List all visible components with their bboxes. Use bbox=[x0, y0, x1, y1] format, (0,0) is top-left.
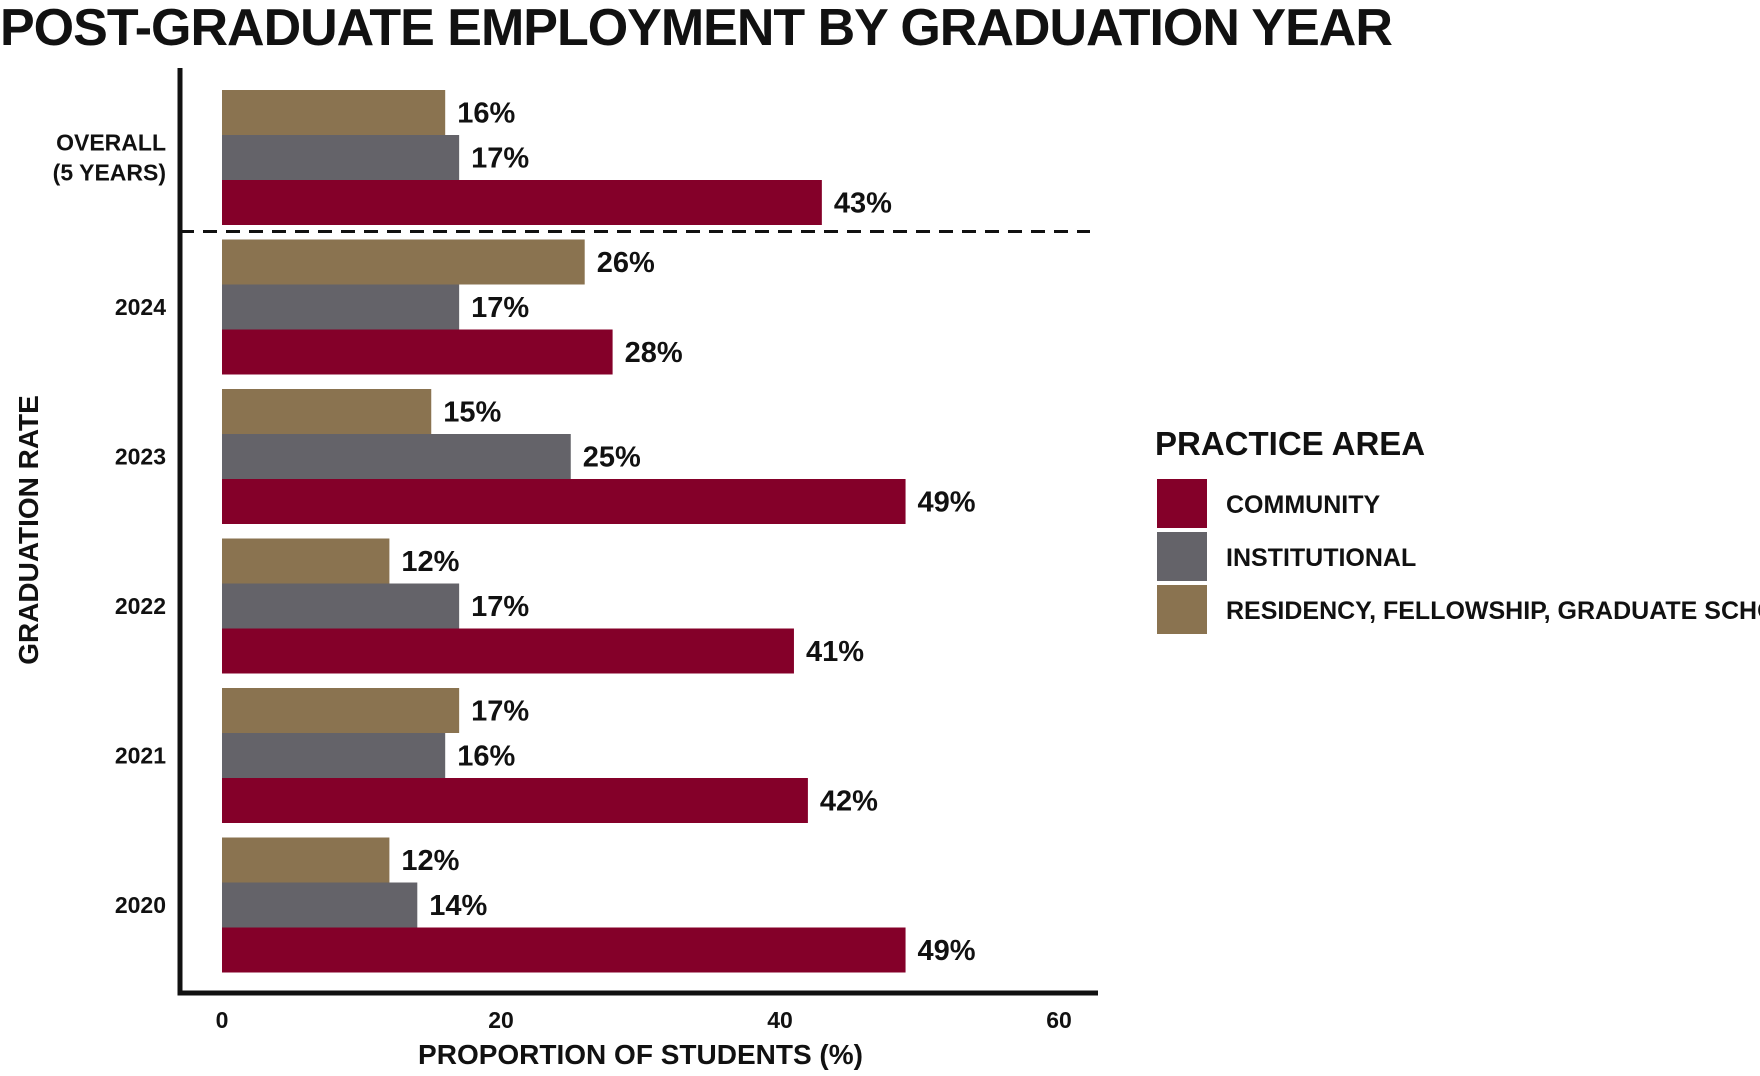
value-labels: 16% 17% 43% 26% 17% 28% 15% 25% 49% 12% 17% 41% 17% 1… bbox=[401, 98, 975, 968]
bar-residency-3 bbox=[222, 538, 390, 584]
x-tick-labels: 0 20 40 60 bbox=[216, 1007, 1072, 1033]
legend-swatch-community bbox=[1157, 479, 1207, 528]
bar-institutional-3 bbox=[222, 583, 460, 629]
category-label-4: 2021 bbox=[115, 743, 166, 769]
bar-institutional-0 bbox=[222, 135, 460, 180]
chart-title: POST-GRADUATE EMPLOYMENT BY GRADUATION Y… bbox=[0, 0, 1392, 57]
bar-residency-2 bbox=[222, 389, 432, 434]
x-tick-label-2: 40 bbox=[767, 1007, 793, 1033]
value-label-residency-3: 12% bbox=[401, 546, 459, 578]
category-labels: OVERALL (5 YEARS) 2024 2023 2022 2021 2020 bbox=[53, 130, 167, 919]
bar-institutional-4 bbox=[222, 733, 446, 778]
value-label-community-2: 49% bbox=[918, 487, 976, 519]
category-label-0: OVERALL (5 YEARS) bbox=[53, 130, 166, 186]
value-label-residency-5: 12% bbox=[401, 845, 459, 877]
bar-residency-1 bbox=[222, 239, 585, 285]
value-label-residency-4: 17% bbox=[471, 696, 529, 728]
value-label-community-3: 41% bbox=[806, 636, 864, 668]
legend-swatch-institutional bbox=[1157, 532, 1207, 581]
x-tick-label-3: 60 bbox=[1046, 1007, 1072, 1033]
value-label-community-0: 43% bbox=[834, 188, 892, 220]
bar-residency-0 bbox=[222, 90, 446, 135]
bar-institutional-5 bbox=[222, 882, 418, 928]
category-label-3: 2022 bbox=[115, 593, 166, 619]
bar-community-0 bbox=[222, 180, 822, 225]
x-tick-label-1: 20 bbox=[488, 1007, 514, 1033]
x-axis-title: PROPORTION OF STUDENTS (%) bbox=[418, 1039, 863, 1070]
legend-items: COMMUNITY INSTITUTIONAL RESIDENCY, FELLOWS… bbox=[1157, 479, 1760, 634]
category-label-2: 2023 bbox=[115, 444, 166, 470]
value-label-community-5: 49% bbox=[918, 935, 976, 967]
value-label-community-1: 28% bbox=[625, 337, 683, 369]
value-label-institutional-4: 16% bbox=[457, 741, 515, 773]
bars bbox=[222, 90, 906, 973]
value-label-institutional-1: 17% bbox=[471, 292, 529, 324]
bar-community-2 bbox=[222, 479, 906, 524]
x-tick-label-0: 0 bbox=[216, 1007, 229, 1033]
bar-community-5 bbox=[222, 927, 906, 973]
legend-title: PRACTICE AREA bbox=[1155, 425, 1425, 462]
bar-community-1 bbox=[222, 329, 613, 375]
bar-institutional-1 bbox=[222, 284, 460, 330]
legend-label-residency: RESIDENCY, FELLOWSHIP, GRADUATE SCHOOL bbox=[1226, 597, 1760, 625]
bar-community-3 bbox=[222, 628, 794, 674]
value-label-institutional-0: 17% bbox=[471, 143, 529, 175]
legend-swatch-residency bbox=[1157, 585, 1207, 634]
value-label-residency-0: 16% bbox=[457, 98, 515, 130]
bar-institutional-2 bbox=[222, 434, 571, 479]
legend-label-institutional: INSTITUTIONAL bbox=[1226, 544, 1416, 572]
bar-residency-5 bbox=[222, 837, 390, 883]
legend-label-community: COMMUNITY bbox=[1226, 491, 1380, 519]
legend: PRACTICE AREA COMMUNITY INSTITUTIONAL RESI… bbox=[1155, 425, 1760, 634]
bar-residency-4 bbox=[222, 688, 460, 733]
value-label-institutional-5: 14% bbox=[429, 890, 487, 922]
bar-community-4 bbox=[222, 778, 808, 823]
category-label-5: 2020 bbox=[115, 892, 166, 918]
y-axis-title: GRADUATION RATE bbox=[13, 395, 44, 665]
value-label-institutional-3: 17% bbox=[471, 591, 529, 623]
value-label-residency-1: 26% bbox=[597, 247, 655, 279]
category-label-1: 2024 bbox=[115, 294, 166, 320]
value-label-residency-2: 15% bbox=[443, 397, 501, 429]
value-label-institutional-2: 25% bbox=[583, 442, 641, 474]
value-label-community-4: 42% bbox=[820, 786, 878, 818]
